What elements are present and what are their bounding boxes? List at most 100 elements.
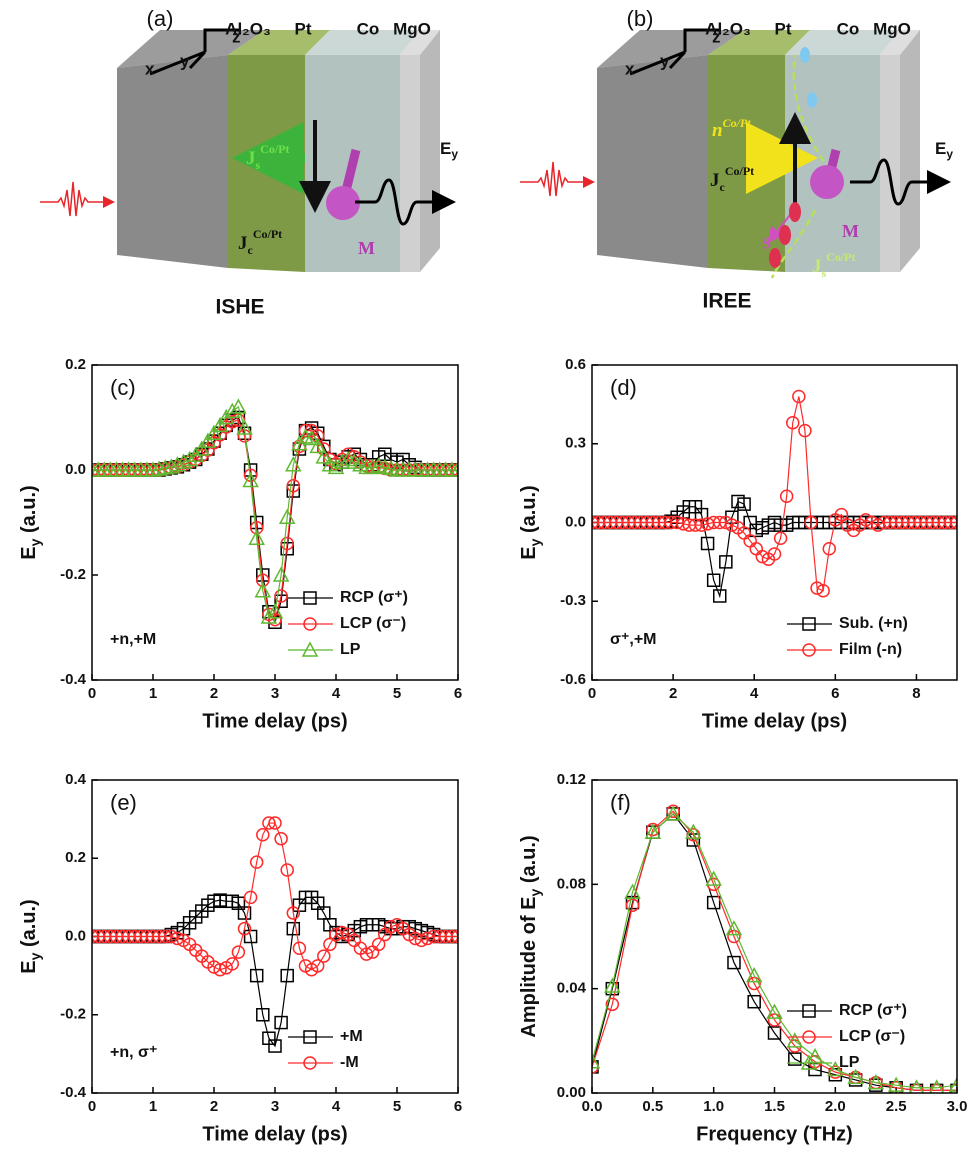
panel-label: (e) (110, 790, 137, 815)
marker (301, 641, 319, 657)
y-tick-label: 0.00 (557, 1084, 586, 1101)
marker (213, 963, 227, 977)
marker (822, 542, 836, 556)
marker (317, 442, 331, 456)
x-tick-label: 1 (149, 1098, 157, 1115)
legend-symbol (301, 641, 319, 657)
y-axis-title: Amplitude of Ey (a.u.) (518, 835, 542, 1037)
marker (810, 581, 824, 595)
marker (181, 450, 198, 467)
marker (929, 1079, 945, 1093)
marker (816, 584, 830, 598)
diagram-a: (a) Al₂O₃ Pt Co MgO x y z Js Co/Pt Jc Co/P… (40, 6, 458, 319)
layer-label: MgO (873, 19, 911, 38)
legend-label: RCP (σ⁺) (839, 1002, 907, 1019)
y-title-sub: y (527, 538, 543, 546)
marker (773, 531, 788, 545)
y-title-sub: y (27, 952, 43, 960)
layer-label: Pt (775, 19, 792, 38)
marker (175, 453, 192, 469)
spin-arrow (767, 214, 791, 244)
marker (249, 968, 264, 983)
mgo-layer (400, 55, 420, 272)
spin-icon (800, 47, 810, 63)
marker (727, 955, 741, 970)
y-tick-label: -0.4 (60, 671, 87, 688)
marker (144, 461, 162, 477)
magnetization-sphere (326, 186, 360, 220)
marker (887, 1076, 905, 1092)
js-label: Js Co/Pt (812, 250, 856, 280)
axis-name: y (180, 51, 190, 70)
plot-area (92, 398, 458, 629)
marker (747, 976, 761, 991)
n-label: nCo/Pt (712, 116, 751, 142)
x-tick-label: 8 (912, 685, 920, 702)
y-tick-label: 0.0 (65, 461, 86, 478)
x-axis-title: Frequency (THz) (696, 1123, 853, 1145)
legend-label: LP (839, 1054, 860, 1071)
panel-label: (f) (610, 790, 631, 815)
caption: ISHE (215, 296, 264, 319)
annotation: σ⁺,+M (610, 631, 657, 648)
jc-label: Jc Co/Pt (710, 164, 754, 194)
marker (260, 608, 278, 624)
marker (592, 1053, 601, 1069)
marker (249, 855, 264, 869)
spin-icon (779, 225, 791, 245)
marker (333, 453, 351, 469)
marker (225, 957, 240, 971)
marker (767, 547, 782, 561)
x-tick-label: 3.0 (947, 1098, 968, 1115)
marker (802, 1030, 816, 1044)
pump-pulse (520, 161, 595, 197)
legend-symbol (802, 617, 816, 631)
marker (788, 1052, 802, 1066)
marker (199, 432, 217, 448)
y-title-sub: y (527, 889, 543, 897)
marker (237, 906, 252, 920)
x-tick-label: 6 (454, 685, 462, 702)
marker (225, 414, 240, 429)
y-title-rest: (a.u.) (518, 485, 540, 538)
x-tick-label: 2 (669, 685, 677, 702)
symbol: J (238, 233, 248, 254)
x-tick-label: 2 (210, 685, 218, 702)
legend-label: Sub. (+n) (839, 615, 908, 632)
layer-top (117, 30, 265, 68)
y-tick-label: -0.4 (60, 1084, 87, 1101)
marker (725, 518, 739, 532)
spin-current-path (770, 54, 832, 279)
thz-wave (850, 158, 951, 206)
legend-symbol (303, 1056, 317, 1070)
plot-area (592, 804, 957, 1093)
legend-label: LCP (σ⁻) (839, 1028, 905, 1045)
x-axis-title: Time delay (ps) (202, 710, 347, 732)
legend-label: LP (340, 641, 361, 658)
marker (224, 402, 241, 418)
marker (243, 890, 258, 905)
y-title-text: E (518, 546, 540, 559)
subscript: s (822, 266, 827, 280)
y-axis-title: Ey (a.u.) (18, 485, 42, 559)
marker (205, 424, 223, 440)
marker (713, 589, 727, 603)
marker (834, 507, 849, 522)
marker (694, 507, 709, 522)
panel-label: (a) (147, 6, 174, 31)
marker (236, 419, 253, 435)
marker (625, 898, 640, 912)
legend-label: Film (-n) (839, 641, 902, 658)
marker (725, 920, 743, 936)
marker (804, 515, 818, 530)
marker (274, 589, 288, 603)
symbol: J (246, 148, 256, 169)
panel-label: (b) (627, 6, 654, 31)
layer-label: Pt (295, 19, 312, 38)
superscript: Co/Pt (826, 250, 855, 264)
marker (230, 398, 247, 414)
marker (286, 906, 301, 920)
symbol: E (935, 139, 946, 158)
legend-symbol (303, 617, 317, 631)
marker (327, 458, 345, 475)
